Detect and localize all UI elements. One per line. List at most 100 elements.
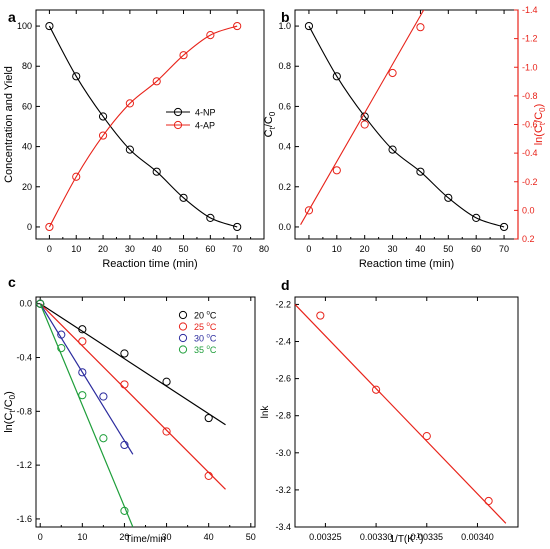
x-tick-label: 30 (125, 244, 135, 254)
data-point (179, 51, 188, 60)
panel-a: 0 10 20 30 40 50 60 70 80 0 20 40 60 80 100 4-NP 4-AP Rea… (3, 9, 269, 270)
y-axis-label: Concentration and Yield (3, 66, 15, 183)
data-point (125, 145, 134, 154)
data-point (72, 72, 81, 81)
legend-label: 4-NP (195, 108, 216, 118)
fit-line (39, 303, 134, 455)
data-point (57, 344, 66, 353)
data-point (78, 391, 87, 400)
data-point (99, 434, 108, 443)
y-tick-label: -2.6 (275, 374, 291, 384)
y-tick-label: 0.4 (278, 142, 291, 152)
data-point (178, 345, 188, 354)
y-tick-label: -0.8 (16, 406, 32, 416)
x-tick-label: 70 (232, 244, 242, 254)
x-tick-label: 30 (162, 532, 172, 542)
data-point (179, 193, 188, 202)
data-point (120, 380, 129, 389)
fit-line (39, 303, 134, 528)
y-tick-label: -0.4 (16, 353, 32, 363)
plot-frame (294, 9, 519, 240)
series-lnk (294, 304, 507, 524)
x-tick-label: 60 (205, 244, 215, 254)
y-tick-label: -1.6 (16, 514, 32, 524)
x-tick-label: 50 (179, 244, 189, 254)
data-point (206, 213, 215, 223)
x-tick-label: 60 (471, 244, 481, 254)
data-point (484, 496, 493, 506)
y-tick-label: -3.0 (275, 448, 291, 458)
y-tick-label: 0 (27, 222, 32, 232)
legend-label: 35 oC (194, 345, 217, 355)
x-tick-label: 80 (259, 244, 269, 254)
x-tick-label: 40 (415, 244, 425, 254)
data-point (57, 330, 66, 339)
y2-tick-label: -0.6 (522, 120, 538, 130)
data-point (178, 322, 188, 331)
fit-line (300, 10, 425, 225)
y-tick-label: 80 (22, 61, 32, 71)
data-point (98, 112, 108, 121)
data-point (152, 167, 161, 176)
data-point (206, 31, 215, 40)
data-point (233, 222, 242, 232)
data-point (173, 120, 183, 130)
data-point (45, 222, 54, 232)
plot-frame (35, 9, 265, 240)
data-point (78, 337, 87, 346)
data-point (120, 506, 129, 515)
data-point (36, 299, 45, 308)
x-tick-label: 20 (119, 532, 129, 542)
data-point (388, 145, 397, 154)
y2-tick-label: -1.2 (522, 34, 538, 44)
y-tick-label: 1.0 (278, 21, 291, 31)
plot-frame (35, 296, 256, 528)
fit-line (39, 303, 226, 426)
data-point (162, 427, 171, 436)
x-tick-label: 70 (499, 244, 509, 254)
y-tick-label: -2.2 (275, 299, 291, 309)
x-tick-label: 50 (443, 244, 453, 254)
series-right (300, 10, 425, 225)
data-point (178, 310, 188, 320)
data-point (499, 222, 509, 232)
data-point (125, 99, 134, 108)
plot-frame (294, 296, 519, 528)
x-tick-label: 40 (204, 532, 214, 542)
series-30 (36, 299, 134, 455)
series-4-AP (45, 21, 242, 232)
data-point (120, 440, 129, 450)
x-tick-label: 0 (38, 532, 43, 542)
x-tick-label: 0.00335 (410, 532, 443, 542)
data-point (316, 311, 325, 320)
series-line (48, 25, 238, 228)
data-point (304, 21, 314, 31)
data-point (422, 432, 431, 441)
panel-b: 0 10 20 30 40 50 60 70 0.0 0.2 0.4 0.6 0.8 1.0 0.2 0.0 -… (263, 5, 547, 270)
y2-tick-label: -0.8 (522, 91, 538, 101)
data-point (162, 377, 171, 386)
data-point (332, 72, 341, 81)
x-tick-label: 0 (47, 244, 52, 254)
data-point (444, 193, 453, 202)
x-tick-label: 10 (332, 244, 342, 254)
y-axis-label: Ct/C0 (263, 111, 277, 137)
y-tick-label: -2.8 (275, 411, 291, 421)
y-tick-label: 0.0 (278, 222, 291, 232)
fit-line (39, 303, 226, 490)
y2-axis-label: ln(Ct/C0) (533, 104, 547, 146)
legend-label: 20 oC (194, 311, 217, 321)
data-point (233, 21, 242, 31)
y2-tick-label: -1.4 (522, 5, 538, 15)
series-line (48, 25, 238, 228)
x-tick-label: 10 (77, 532, 87, 542)
legend: 4-NP 4-AP (166, 108, 216, 131)
y-tick-label: 20 (22, 182, 32, 192)
data-point (78, 325, 87, 334)
panel-label: b (281, 9, 290, 25)
panel-label: c (8, 274, 16, 290)
x-tick-label: 0.00340 (461, 532, 494, 542)
series-left (304, 21, 509, 232)
